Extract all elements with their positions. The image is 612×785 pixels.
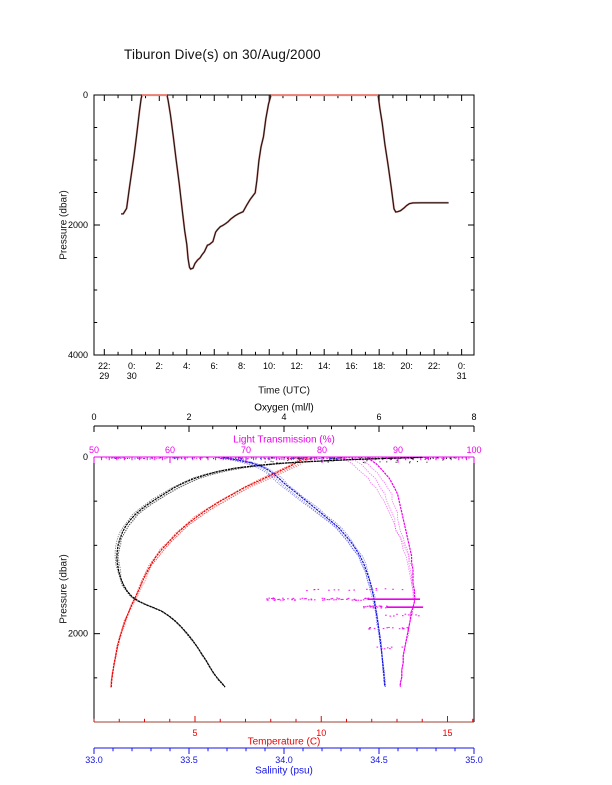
oxygen-profile-curve [114,456,429,688]
tick-label: 2: [156,361,164,371]
light-streaks [266,587,424,650]
tick-label: 18: [373,361,386,371]
tick-label: 2000 [68,220,88,230]
tick-label: 34.5 [370,755,388,765]
tick-label: 35.0 [465,755,483,765]
tick-label: 5 [192,728,197,738]
tick-label: 2 [186,412,191,422]
tick-label: 33.0 [85,755,103,765]
light-profile-curve [341,456,417,687]
tick-label: 8 [471,412,476,422]
temperature-profile-curve [110,456,315,688]
tick-label: 22: [428,361,441,371]
tick-label: 60 [165,445,175,455]
top-plot-frame [93,94,475,356]
bottom-pressure-axis-label: Pressure (dbar) [58,554,70,624]
tick-label: 0: [458,361,466,371]
tick-label: 34.0 [275,755,293,765]
time-axis-label: Time (UTC) [258,385,310,397]
tick-label: 0 [91,412,96,422]
tick-label: 50 [89,445,99,455]
temperature-axis-label: Temperature (C) [247,736,321,748]
tick-label: 14: [318,361,331,371]
ctd-profile-chart: 0 2000 0 2 4 6 8 50 60 70 80 90 100 5 10 15 33.0 33.5 34.0… [68,412,483,765]
tick-label: 15 [442,728,452,738]
tick-label: 6: [210,361,218,371]
tick-label: 16: [345,361,358,371]
dive-profile-underline [121,94,449,271]
tick-label: 8: [238,361,246,371]
tick-label: 22: [98,361,111,371]
tick-label: 0 [83,90,88,100]
plot-title: Tiburon Dive(s) on 30/Aug/2000 [124,47,321,62]
tick-label: 4: [183,361,191,371]
tick-label: 12: [290,361,303,371]
tick-label: 31 [457,371,467,381]
tick-label: 10: [263,361,276,371]
tick-label: 100 [466,445,481,455]
tick-label: 0: [128,361,136,371]
salinity-axis-label: Salinity (psu) [255,765,313,777]
tick-label: 70 [241,445,251,455]
oxygen-axis-label: Oxygen (ml/l) [254,402,314,414]
tick-label: 0 [83,452,88,462]
tick-label: 6 [376,412,381,422]
tick-label: 90 [393,445,403,455]
tick-label: 33.5 [180,755,198,765]
tick-label: 30 [127,371,137,381]
dive-profile-line [121,94,449,270]
top-pressure-axis-label: Pressure (dbar) [58,190,70,260]
tick-label: 29 [99,371,109,381]
tick-label: 4000 [68,350,88,360]
tick-label: 4 [281,412,286,422]
tick-label: 20: [400,361,413,371]
salinity-profile-curve [215,456,386,687]
tick-label: 80 [317,445,327,455]
tick-label: 2000 [68,629,88,639]
surface-noise [100,457,470,464]
tick-label: 10 [316,728,326,738]
light-transmission-axis-label: Light Transmission (%) [233,434,335,446]
